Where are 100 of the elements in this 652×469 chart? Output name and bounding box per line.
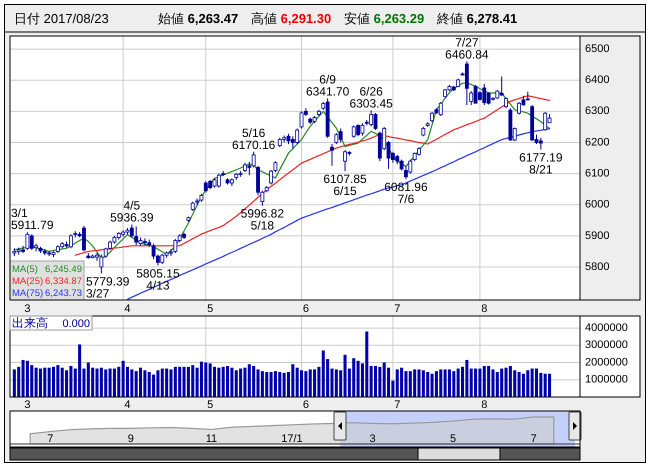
x-tick-label: 3 [24,303,30,315]
candlestick [438,102,443,117]
annotation: 5779.39 3/27 [86,274,130,300]
y-tick-label: 6300 [585,105,610,118]
bar [248,364,251,397]
bar [130,369,134,397]
bar [513,370,516,397]
x-tick-label: 6 [302,399,309,411]
candlestick [330,144,334,166]
annotation: 6,243.73 [45,288,82,299]
bar [30,365,34,397]
candlestick [404,165,408,180]
x-tick-label: 11 [206,433,218,445]
candlestick [216,173,221,188]
bar [212,366,216,397]
annotation: 3/1 5911.79 [11,206,54,232]
candlestick [338,128,343,143]
y-tick-label: 6500 [585,42,610,55]
y-tick-label: 6100 [585,168,610,180]
bar [100,368,103,397]
bar [422,370,425,397]
bar [217,368,220,397]
bar [322,350,325,397]
x-tick-label: 4 [124,399,131,411]
text: 始値 6,263.47 [158,11,238,26]
candlestick [173,238,178,254]
candlestick [352,124,356,138]
annotation: 6,245.49 [45,264,82,275]
bar [374,366,378,397]
bar [417,369,421,397]
bar [256,369,260,397]
bar [296,368,299,397]
bar [291,364,294,397]
bar [178,366,182,397]
candlestick [504,96,508,109]
bar [265,372,268,397]
candlestick [30,234,34,250]
y-tick-label: 2000000 [585,356,628,368]
candlestick [356,124,360,137]
annotation: 7/27 6460.84 [445,35,489,62]
bar [413,369,416,397]
candlestick [278,137,282,148]
x-tick-label: 7 [530,433,537,445]
bar [160,368,164,397]
x-tick-label: 7 [394,399,400,411]
candlestick [482,83,486,106]
bar [334,369,338,397]
bar [396,369,399,397]
x-tick-label: 7 [47,433,54,445]
annotation: 5/16 6170.16 [232,126,276,152]
chart-title: 出来高 [12,316,48,330]
text: 高値 6,291.30 [251,11,332,26]
x-tick-label: 6 [302,303,309,315]
bar [496,372,499,397]
bar [191,365,194,397]
bar [134,371,138,397]
series-label: MA(5) [12,264,38,275]
bar [86,362,90,397]
annotation: 6/26 6303.45 [349,84,394,110]
y-tick-label: 6400 [585,74,610,86]
x-tick-label: 4 [124,303,131,315]
bar [52,366,56,397]
x-tick-label: 5 [450,433,456,445]
bar [208,363,212,397]
bar [408,371,412,397]
bar [530,368,534,397]
bar [174,366,177,397]
annotation: 6107.85 6/15 [323,172,368,198]
bar [122,360,125,397]
bar [382,362,386,397]
y-tick-label: 3000000 [585,339,628,352]
annotation: 6177.19 8/21 [519,150,563,177]
x-tick-label: 8 [481,399,488,411]
candlestick [500,76,504,96]
text: 終値 6,278.41 [436,11,518,26]
bar [234,370,238,397]
x-tick-label: 5 [207,399,214,411]
bar [526,370,530,397]
candlestick [68,234,73,249]
candlestick [190,201,195,212]
text: MA(75) [12,288,44,299]
candlestick [400,159,404,171]
candlestick [25,232,30,250]
x-tick-label: 8 [481,303,488,315]
bar [378,366,382,397]
bar [482,366,486,397]
bar [148,372,151,397]
x-tick-label: 3 [369,433,376,445]
bar [12,369,16,397]
bar [487,366,490,397]
bar [500,368,504,397]
candlestick [517,102,522,115]
bar [465,360,468,397]
bar [169,369,173,397]
y-tick-label: 6000 [585,198,610,211]
annotation: 5996.82 5/18 [240,206,284,233]
bar [365,332,368,397]
bar [544,374,547,397]
candlestick [208,179,212,190]
candlestick [421,126,426,137]
